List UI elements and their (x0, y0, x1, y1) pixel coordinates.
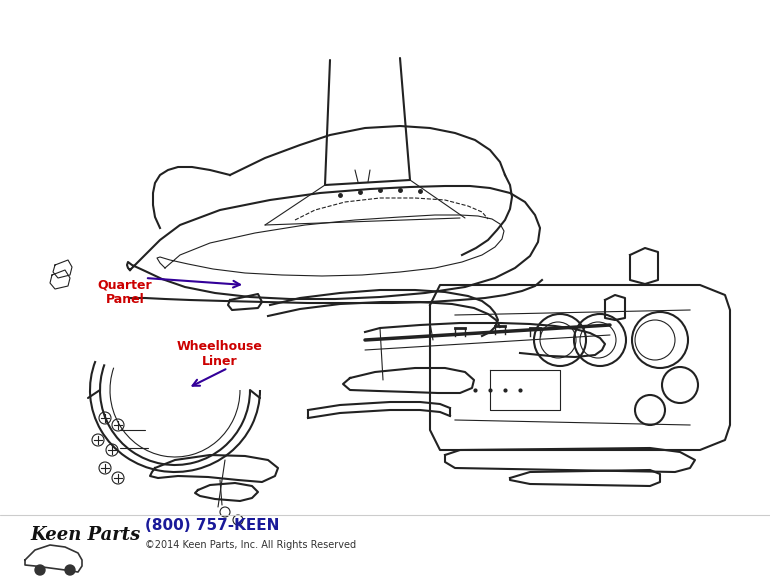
Text: (800) 757-KEEN: (800) 757-KEEN (145, 518, 280, 533)
Text: Keen Parts: Keen Parts (30, 526, 140, 544)
Circle shape (35, 565, 45, 575)
Text: ©2014 Keen Parts, Inc. All Rights Reserved: ©2014 Keen Parts, Inc. All Rights Reserv… (145, 540, 356, 550)
Circle shape (65, 565, 75, 575)
Text: Wheelhouse
Liner: Wheelhouse Liner (177, 340, 263, 368)
Text: Quarter
Panel: Quarter Panel (98, 278, 152, 306)
